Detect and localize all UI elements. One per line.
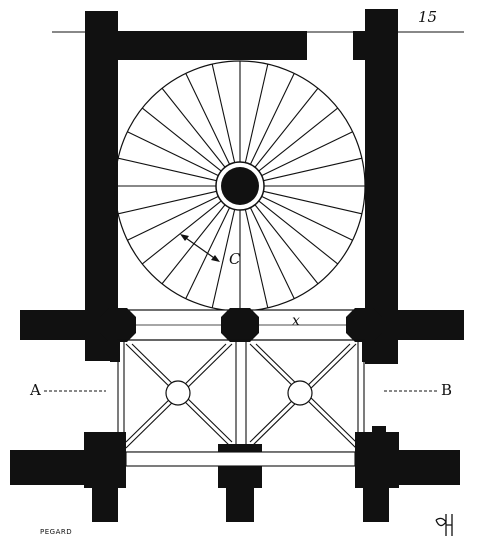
- bottom-pier-right: [355, 432, 399, 488]
- pier-octagon-left: [100, 308, 136, 342]
- dome-rib: [254, 204, 319, 285]
- dome-rib: [211, 64, 236, 163]
- bottom-pier-left: [84, 432, 126, 488]
- section-label-b: B: [441, 381, 453, 399]
- section-label-a: A: [30, 381, 41, 399]
- bottom-buttress-left: [92, 486, 118, 522]
- dome-rib: [161, 204, 226, 285]
- dome-rib: [127, 131, 219, 177]
- bottom-wall-left: [10, 450, 90, 485]
- right-pilaster: [362, 340, 372, 362]
- page-number: 15: [418, 8, 438, 26]
- bottom-wall-right: [396, 450, 460, 485]
- thrust-arrowhead-b: [211, 255, 220, 262]
- bottom-arch-band: [125, 451, 356, 467]
- dome-rib: [258, 107, 339, 172]
- bottom-wall: [10, 432, 460, 522]
- dome-rib: [141, 200, 222, 265]
- dome-oculus: [221, 167, 259, 205]
- dome-rib: [244, 64, 269, 163]
- left-pier-upper: [85, 11, 118, 361]
- left-bay-keystone: [165, 380, 191, 406]
- bottom-buttress-right: [363, 486, 389, 522]
- dome-rib: [261, 131, 353, 177]
- dome-rib: [254, 87, 319, 168]
- dome-rib: [118, 157, 217, 182]
- thrust-arrow: [182, 235, 218, 261]
- dome-rib: [211, 209, 236, 308]
- upper-room-walls: [85, 9, 398, 364]
- dome-rib: [127, 195, 219, 241]
- dome-rib: [141, 107, 222, 172]
- right-bay-keystone: [287, 380, 313, 406]
- bottom-buttress-center: [226, 486, 254, 522]
- top-wall-right: [353, 31, 368, 60]
- dome-rib: [161, 87, 226, 168]
- dome-ribs: [115, 61, 365, 311]
- dome-rib: [244, 209, 269, 308]
- dome-rib: [249, 73, 295, 165]
- engraver-credit: PEGARD: [40, 528, 73, 536]
- right-pier-upper: [365, 9, 398, 364]
- pier-octagon-center: [221, 308, 259, 342]
- dome-vault: [114, 60, 366, 312]
- left-pilaster: [110, 340, 120, 362]
- lower-bay-outline: [117, 339, 365, 453]
- dome-rib: [263, 157, 362, 182]
- dome-rib: [261, 195, 353, 241]
- lower-vault-bays: [117, 339, 365, 453]
- dome-rib: [249, 207, 295, 299]
- top-wall: [116, 31, 307, 60]
- dome-rib: [118, 190, 217, 215]
- pier-octagon-right: [346, 308, 382, 342]
- thrust-arrowhead-a: [180, 234, 189, 241]
- dome-rib: [258, 200, 339, 265]
- dome-rib: [185, 73, 231, 165]
- middle-cross-wall: [20, 308, 464, 342]
- dome-label-c: C: [229, 250, 241, 268]
- bay-label-x: x: [292, 313, 300, 329]
- monogram-mark: [435, 514, 453, 536]
- dome-rib: [263, 190, 362, 215]
